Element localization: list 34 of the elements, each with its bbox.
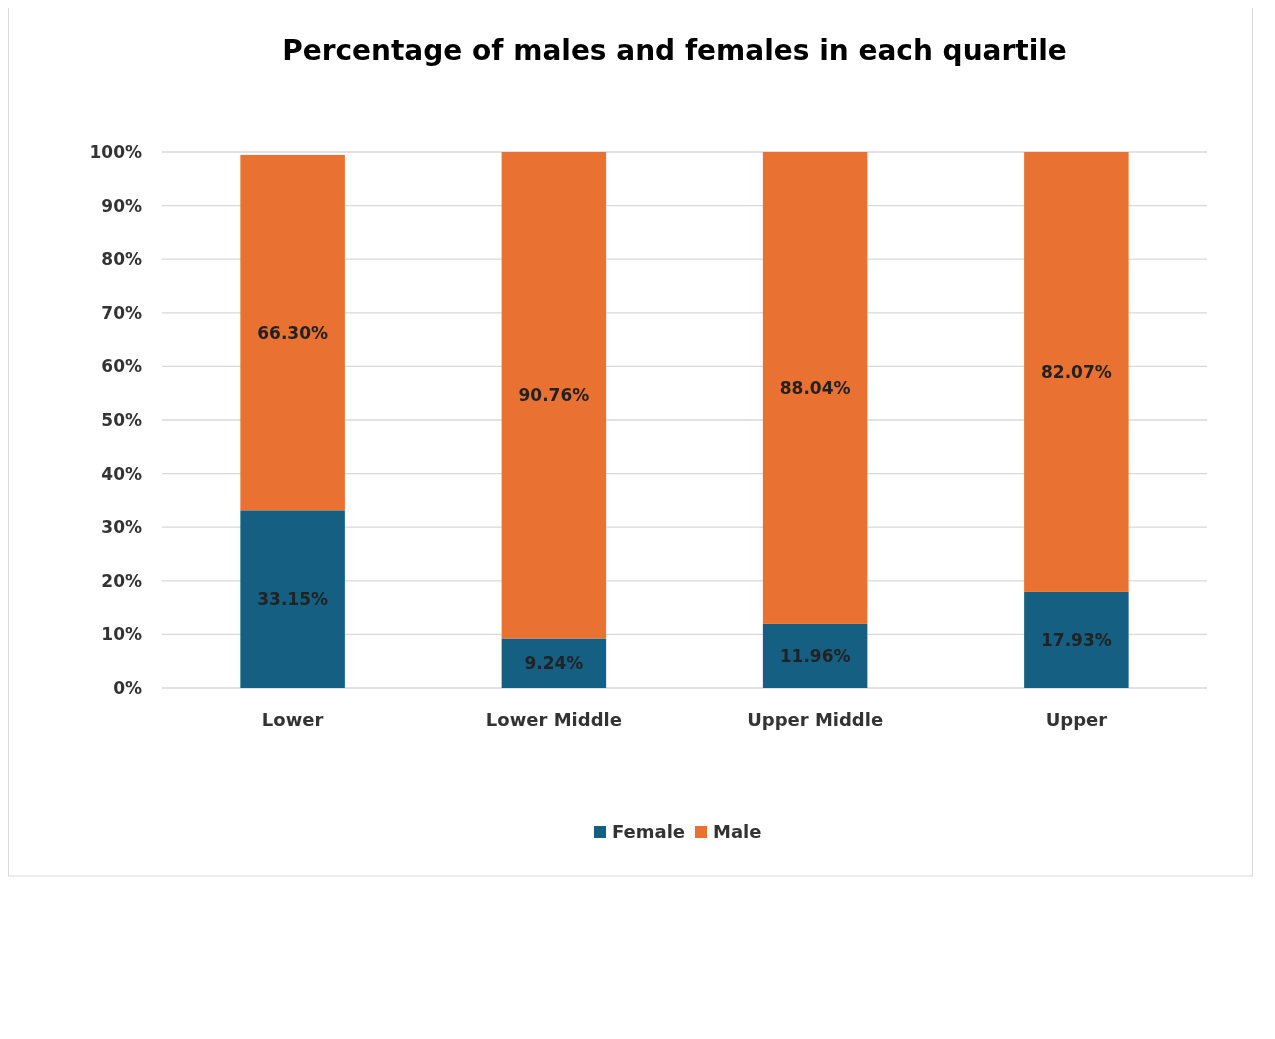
bar [240, 154, 345, 511]
data-label: 66.30% [257, 322, 329, 343]
data-label: 90.76% [518, 385, 590, 406]
data-label: 33.15% [257, 589, 329, 610]
y-tick-label: 50% [101, 410, 142, 430]
data-label: 11.96% [779, 645, 851, 666]
bar [240, 510, 345, 688]
x-tick-label: Upper [1045, 709, 1108, 730]
y-tick-label: 80% [101, 249, 142, 270]
bar [762, 152, 868, 624]
bar [1024, 591, 1129, 688]
bar [1024, 152, 1129, 592]
y-tick-label: 10% [101, 624, 142, 645]
y-tick-label: 40% [101, 463, 142, 484]
x-tick-label: Upper Middle [747, 709, 884, 730]
y-tick-label: 90% [101, 195, 142, 216]
bar [501, 638, 607, 688]
chart-title: Percentage of males and females in each quartile [282, 34, 1067, 67]
x-tick-label: Lower Middle [485, 709, 622, 730]
data-label: 88.04% [779, 377, 851, 398]
y-tick-label: 60% [101, 356, 142, 377]
y-tick-label: 70% [101, 302, 142, 323]
y-tick-label: 20% [101, 570, 142, 591]
data-label: 82.07% [1040, 361, 1112, 382]
bar [501, 152, 607, 639]
y-tick-label: 0% [113, 678, 142, 698]
legend-label: Female [612, 821, 686, 842]
data-label: 17.93% [1040, 629, 1112, 650]
legend-label: Male [713, 821, 762, 842]
data-label: 9.24% [524, 653, 584, 674]
y-tick-label: 100% [89, 142, 142, 162]
bar [762, 623, 868, 688]
x-tick-label: Lower [261, 709, 324, 730]
y-tick-label: 30% [101, 517, 142, 538]
